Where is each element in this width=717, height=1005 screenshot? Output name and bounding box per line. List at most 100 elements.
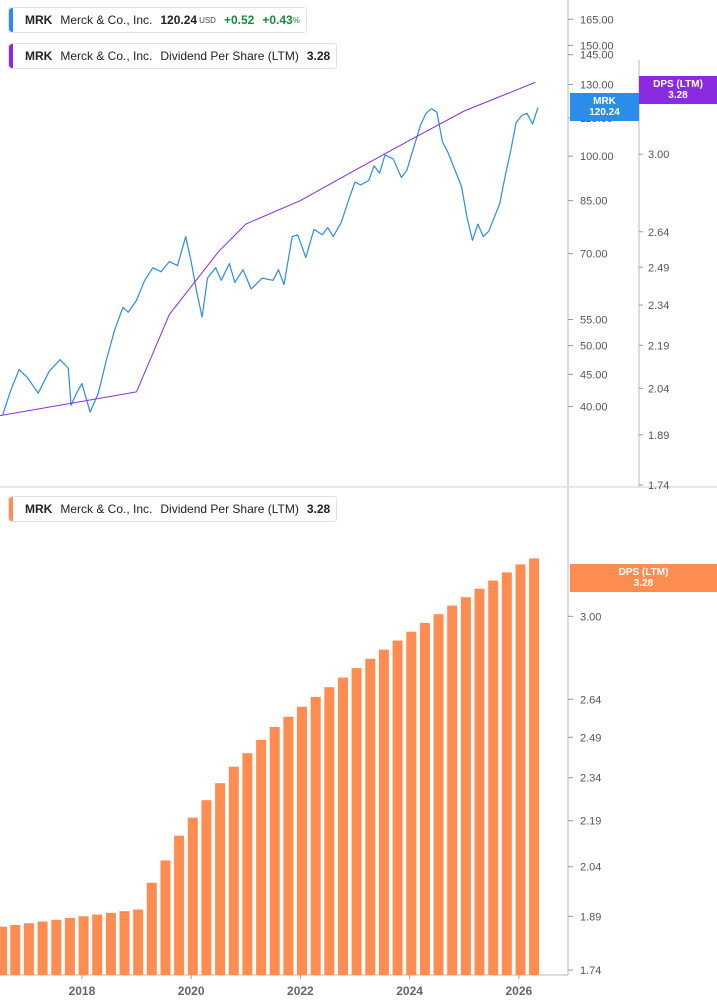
dps-bar-16: [215, 783, 226, 975]
price-tick-label-3: 130.00: [580, 79, 614, 91]
bar-tick-label-4: 2.19: [580, 816, 601, 828]
dps-bar-1: [10, 925, 21, 975]
dps-bar-28: [378, 649, 389, 975]
overlay-legend-swatch: [9, 44, 13, 68]
dps-bar-34: [460, 597, 471, 975]
price-tick-label-2: 145.00: [580, 50, 614, 62]
overlay-legend-value: 3.28: [306, 49, 331, 63]
dividend-legend-value: 3.28: [306, 502, 331, 516]
price-legend-ticker: MRK: [25, 13, 53, 27]
x-tick-label-2: 2022: [287, 984, 314, 998]
dps-bar-12: [160, 860, 171, 975]
dps-bar-4: [51, 919, 62, 975]
price-line: [2, 107, 539, 416]
bar-tick-label-1: 2.64: [580, 694, 601, 706]
price-tick-label-8: 55.00: [580, 315, 608, 327]
dps-bar-2: [23, 923, 34, 975]
price-tick-label-1: 150.00: [580, 40, 614, 52]
bar-tick-label-5: 2.04: [580, 862, 601, 874]
dps-bar-27: [365, 658, 376, 975]
dps-bar-36: [488, 580, 499, 975]
dps-bar-35: [474, 588, 485, 975]
dps-tick-label-3: 2.34: [648, 300, 669, 312]
overlay-legend[interactable]: MRK Merck & Co., Inc. Dividend Per Share…: [8, 43, 338, 69]
dps-bar-31: [419, 622, 430, 975]
price-tick-label-9: 50.00: [580, 341, 608, 353]
price-tick-label-10: 45.00: [580, 369, 608, 381]
price-badge: MRK 120.24: [570, 93, 639, 121]
bar-tick-label-2: 2.49: [580, 732, 601, 744]
dividend-overlay-line: [0, 81, 536, 417]
price-tick-label-11: 40.00: [580, 402, 608, 414]
bar-tick-label-7: 1.74: [580, 965, 601, 977]
dps-bar-0: [0, 926, 8, 975]
price-legend[interactable]: MRK Merck & Co., Inc. 120.24 USD +0.52 +…: [8, 7, 307, 33]
dps-bar-21: [283, 716, 294, 975]
price-legend-swatch: [9, 8, 13, 32]
dps-tick-label-5: 2.04: [648, 383, 669, 395]
price-badge-label: MRK: [593, 96, 616, 107]
dps-bar-26: [351, 668, 362, 975]
dps-bar-38: [515, 564, 526, 975]
dps-bar-29: [392, 640, 403, 975]
dps-bar-25: [338, 677, 348, 975]
dps-tick-label-4: 2.19: [648, 340, 669, 352]
price-tick-label-6: 85.00: [580, 196, 608, 208]
dps-bar-5: [64, 918, 75, 975]
dps-tick-label-1: 2.64: [648, 227, 669, 239]
x-tick-label-4: 2026: [505, 984, 532, 998]
overlay-legend-metric: Dividend Per Share (LTM): [160, 49, 299, 63]
dps-tick-label-7: 1.74: [648, 480, 669, 492]
price-legend-company: Merck & Co., Inc.: [60, 13, 153, 27]
dps-bar-11: [146, 882, 157, 975]
price-legend-pct-sign: %: [292, 15, 300, 25]
dps-bar-39: [529, 558, 540, 975]
dividend-legend-ticker: MRK: [25, 502, 53, 516]
price-tick-label-0: 165.00: [580, 14, 614, 26]
dps-bar-7: [92, 914, 103, 975]
bar-tick-label-3: 2.34: [580, 773, 601, 785]
dps-bar-22: [297, 706, 307, 975]
bar-tick-label-6: 1.89: [580, 911, 601, 923]
dividend-legend[interactable]: MRK Merck & Co., Inc. Dividend Per Share…: [8, 496, 338, 522]
price-legend-change-pct: +0.43: [262, 13, 293, 27]
dps-bar-20: [269, 727, 280, 975]
dps-overlay-badge: DPS (LTM) 3.28: [639, 76, 717, 104]
dps-bar-24: [324, 687, 335, 975]
x-tick-label-3: 2024: [396, 984, 423, 998]
dps-bar-6: [78, 916, 89, 975]
price-legend-price: 120.24: [160, 13, 198, 27]
price-tick-label-5: 100.00: [580, 151, 614, 163]
dps-bar-14: [187, 817, 198, 975]
price-legend-change: +0.52: [223, 13, 255, 27]
overlay-legend-ticker: MRK: [25, 49, 53, 63]
dividend-legend-swatch: [9, 497, 13, 521]
dps-bar-32: [433, 614, 444, 975]
dps-bar-badge: DPS (LTM) 3.28: [570, 564, 717, 592]
bar-tick-label-0: 3.00: [580, 611, 601, 623]
price-legend-unit: USD: [199, 15, 216, 25]
dps-bar-badge-label: DPS (LTM): [618, 567, 669, 578]
dividend-legend-company: Merck & Co., Inc.: [60, 502, 153, 516]
dps-bar-18: [242, 753, 253, 975]
dps-overlay-badge-label: DPS (LTM): [653, 79, 703, 90]
dps-bar-23: [310, 696, 321, 975]
overlay-legend-company: Merck & Co., Inc.: [60, 49, 153, 63]
dps-bar-30: [406, 631, 417, 975]
dps-bar-15: [201, 800, 212, 975]
dps-tick-label-6: 1.89: [648, 430, 669, 442]
dps-tick-label-0: 3.00: [648, 149, 669, 161]
dps-bar-19: [256, 739, 267, 975]
dps-bar-9: [119, 911, 130, 975]
dps-bar-badge-value: 3.28: [633, 578, 654, 589]
dps-bar-10: [133, 909, 144, 975]
dps-bar-17: [228, 766, 239, 975]
x-tick-label-0: 2018: [69, 984, 96, 998]
dps-bar-3: [37, 921, 48, 975]
x-tick-label-1: 2020: [178, 984, 205, 998]
dps-bar-13: [174, 835, 185, 975]
dividend-legend-metric: Dividend Per Share (LTM): [160, 502, 299, 516]
dps-bar-37: [501, 572, 512, 975]
